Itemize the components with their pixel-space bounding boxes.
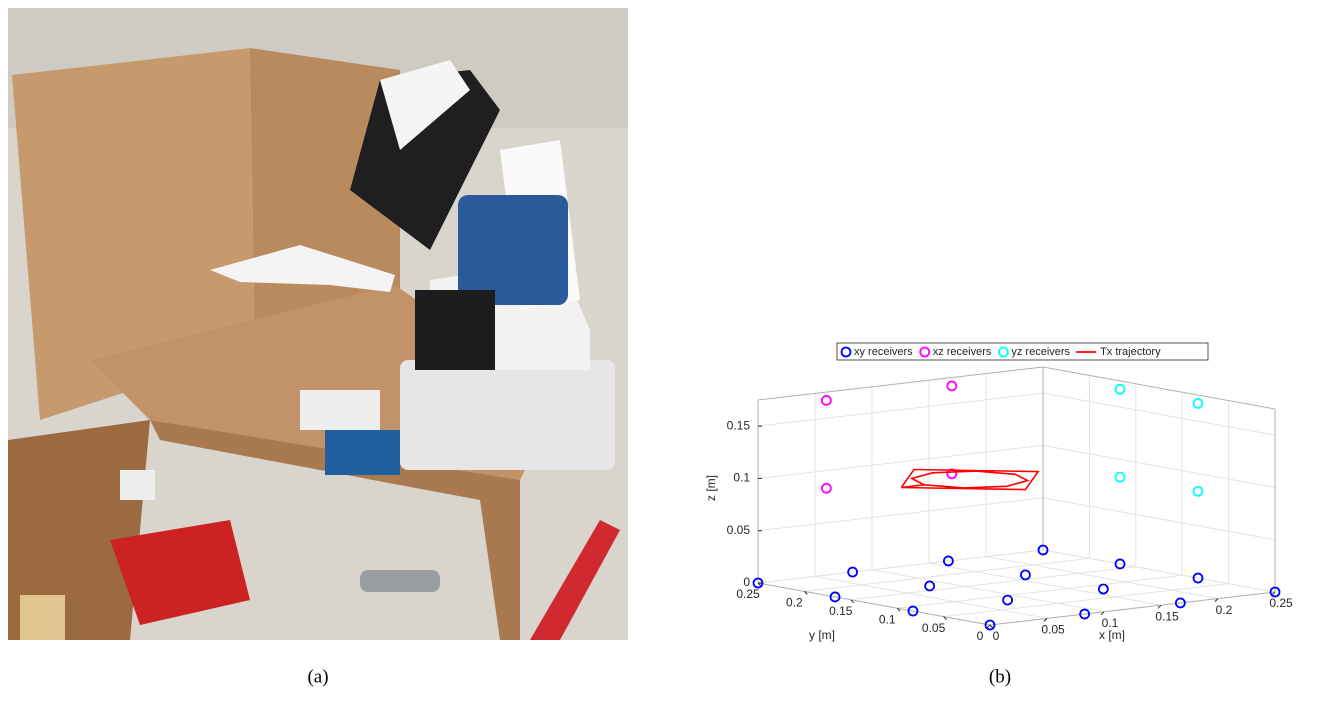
panel-label: (b) — [989, 666, 1011, 687]
figure: (a) (b) 00.050.10.150.20.2500.050.10.150… — [0, 0, 1337, 697]
receiver-marker — [1116, 385, 1125, 394]
receiver-marker — [1116, 473, 1125, 482]
z-tick-label: 0.1 — [733, 471, 750, 485]
z-tick-label: 0 — [743, 575, 750, 589]
receiver-marker — [947, 381, 956, 390]
z-tick-label: 0.15 — [727, 418, 751, 432]
y-tick-label: 0 — [977, 629, 984, 643]
y-tick-label: 0.25 — [736, 587, 760, 601]
receiver-marker — [822, 484, 831, 493]
grid-line — [758, 498, 1043, 531]
grid-line — [758, 550, 1043, 583]
legend-label: xy receivers — [854, 346, 913, 358]
z-tick-label: 0.05 — [727, 523, 751, 537]
grid-line — [851, 567, 1136, 600]
page: {"panel_a": {"label": "(a)"}, "chart_dat… — [0, 0, 1337, 702]
grid-line — [897, 575, 1182, 608]
legend-label: Tx trajectory — [1100, 346, 1161, 358]
receiver-marker — [1021, 570, 1030, 579]
receiver-marker — [822, 396, 831, 405]
legend-label: yz receivers — [1011, 346, 1070, 358]
x-tick-label: 0.25 — [1269, 596, 1293, 610]
z-axis-label: z [m] — [704, 475, 718, 501]
photo — [8, 8, 628, 640]
receiver-marker — [1193, 399, 1202, 408]
axis-edge — [758, 367, 1043, 400]
y-tick-label: 0.2 — [786, 596, 803, 610]
grid-line — [1043, 445, 1275, 487]
trajectory-line — [901, 470, 1038, 490]
y-tick-label: 0.15 — [829, 604, 853, 618]
axis-edge — [1043, 367, 1275, 409]
x-axis-label: x [m] — [1099, 628, 1125, 642]
grid-line — [758, 393, 1043, 426]
receiver-marker — [1099, 585, 1108, 594]
y-axis-label: y [m] — [809, 628, 835, 642]
grid-line — [1043, 550, 1275, 592]
grid-line — [872, 570, 1104, 612]
panel-label: (a) — [307, 666, 328, 687]
legend: xy receivers xz receivers yz receivers Tx t… — [837, 343, 1208, 360]
receiver-marker — [925, 581, 934, 590]
grid-line — [804, 558, 1089, 591]
grid-line — [1043, 393, 1275, 435]
grid-line — [944, 584, 1229, 617]
x-tick-label: 0.2 — [1216, 603, 1233, 617]
y-tick-label: 0.1 — [879, 612, 896, 626]
receiver-marker — [1003, 596, 1012, 605]
grid-line — [929, 563, 1161, 605]
x-tick-label: 0.05 — [1041, 623, 1065, 637]
x-tick-label: 0.15 — [1155, 609, 1179, 623]
y-tick-label: 0.05 — [922, 621, 946, 635]
legend-label: xz receivers — [933, 346, 992, 358]
receiver-marker — [1193, 487, 1202, 496]
grid-line — [1043, 498, 1275, 540]
x-tick-label: 0 — [993, 629, 1000, 643]
